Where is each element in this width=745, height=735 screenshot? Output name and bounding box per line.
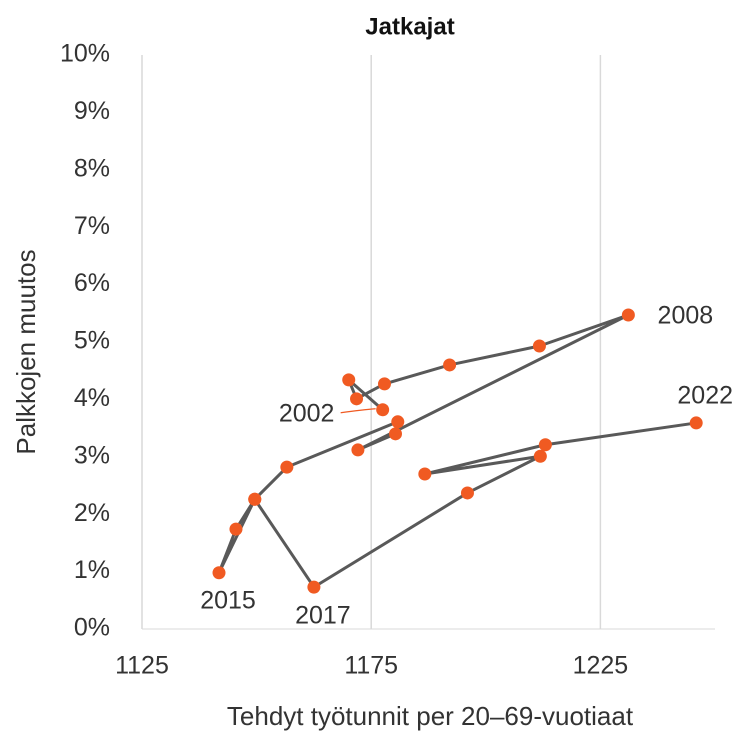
- y-tick-label: 2%: [74, 499, 110, 527]
- point: [538, 438, 552, 452]
- point: [418, 467, 432, 481]
- y-tick-label: 1%: [74, 556, 110, 584]
- point: [350, 392, 364, 406]
- point: [229, 522, 243, 536]
- point: [443, 358, 457, 372]
- point: [212, 566, 226, 580]
- point: [460, 486, 474, 500]
- point: [351, 443, 365, 457]
- point-label: 2002: [279, 399, 335, 427]
- point: [342, 373, 356, 387]
- y-tick-label: 4%: [74, 384, 110, 412]
- connecting-line: [217, 313, 697, 589]
- y-tick-label: 3%: [74, 441, 110, 469]
- leader-line: [340, 408, 376, 414]
- point-label: 2022: [677, 382, 733, 410]
- point-label: 2015: [200, 586, 256, 614]
- y-axis-title: Palkkojen muutos: [11, 249, 41, 454]
- point: [280, 460, 294, 474]
- point: [248, 492, 262, 506]
- x-tick-label: 1175: [344, 652, 398, 680]
- point-label: 2008: [658, 302, 714, 330]
- x-axis-title: Tehdyt työtunnit per 20–69-vuotiaat: [227, 701, 634, 731]
- y-tick-label: 5%: [74, 327, 110, 355]
- y-tick-label: 7%: [74, 212, 110, 240]
- x-tick-label: 1225: [573, 652, 629, 680]
- y-tick-label: 9%: [74, 97, 110, 125]
- y-tick-label: 10%: [60, 40, 110, 68]
- point: [307, 580, 321, 594]
- x-tick-label: 1125: [115, 652, 169, 680]
- point: [533, 449, 547, 463]
- point: [621, 308, 635, 322]
- y-tick-label: 6%: [74, 269, 110, 297]
- point: [388, 427, 402, 441]
- point: [391, 415, 405, 429]
- point-label: 2017: [295, 602, 351, 630]
- y-tick-label: 8%: [74, 154, 110, 182]
- point: [689, 416, 703, 430]
- point: [376, 403, 390, 417]
- point: [532, 339, 546, 353]
- chart-title: Jatkajat: [365, 13, 454, 40]
- y-tick-label: 0%: [74, 614, 110, 642]
- point: [377, 377, 391, 391]
